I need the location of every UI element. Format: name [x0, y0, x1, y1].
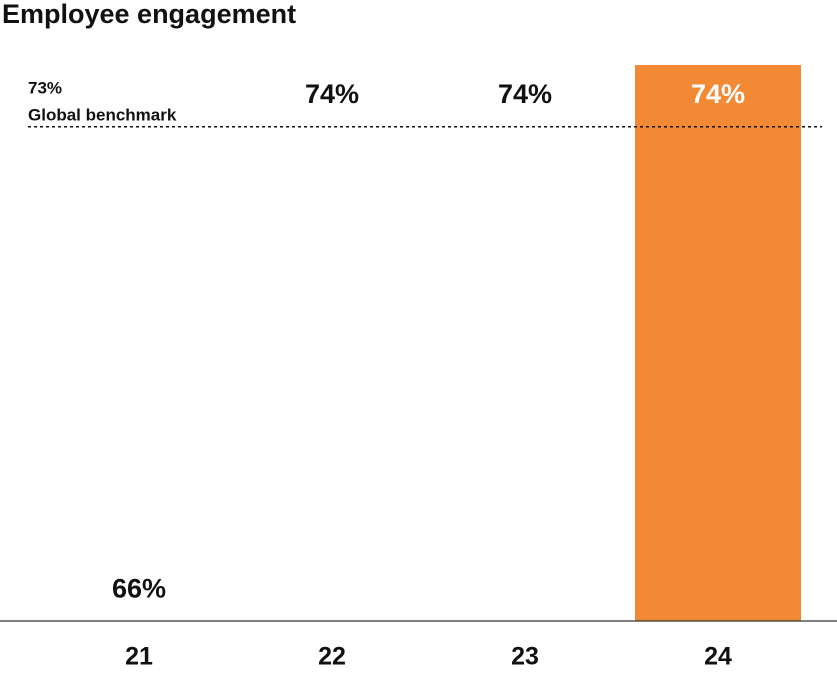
x-tick-label: 24 — [704, 643, 732, 671]
bar — [56, 559, 222, 621]
value-label: 74% — [691, 79, 745, 109]
bar — [635, 65, 801, 621]
bar — [249, 65, 415, 621]
benchmark-label: 73% — [28, 78, 62, 97]
value-label: 74% — [305, 79, 359, 109]
value-label: 74% — [498, 79, 552, 109]
value-label: 66% — [112, 573, 166, 603]
x-tick-label: 22 — [318, 643, 346, 671]
benchmark-name: Global benchmark — [28, 105, 177, 124]
x-tick-label: 23 — [511, 643, 539, 671]
chart-title: Employee engagement — [2, 0, 296, 29]
x-tick-label: 21 — [125, 643, 153, 671]
bar — [442, 65, 608, 621]
